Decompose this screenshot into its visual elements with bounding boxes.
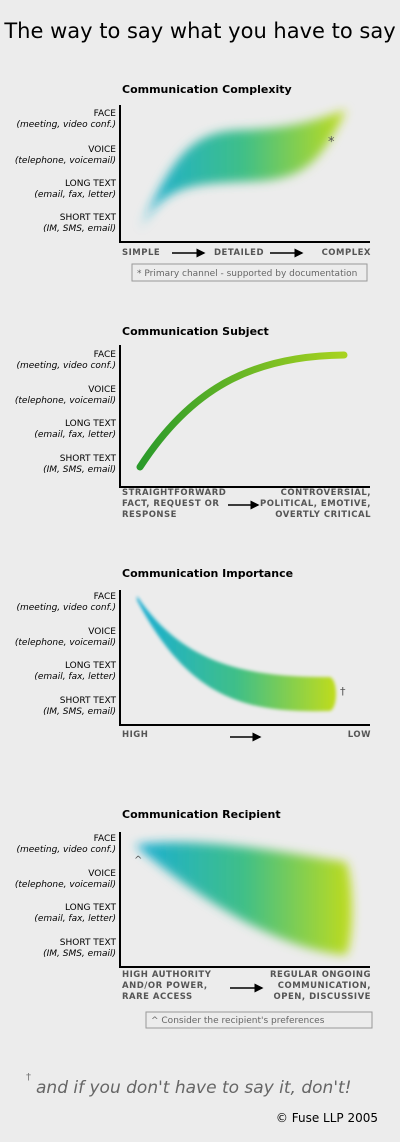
- x-label: DETAILED: [214, 248, 264, 258]
- level-label: FACE: [94, 592, 117, 602]
- subject-curve: [136, 351, 348, 471]
- x-label: OPEN, DISCUSSIVE: [274, 992, 371, 1002]
- x-label: LOW: [348, 730, 371, 740]
- level-detail: (meeting, video conf.): [16, 361, 116, 371]
- x-label: AND/OR POWER,: [122, 981, 208, 991]
- level-detail: (IM, SMS, email): [43, 949, 116, 959]
- x-label: FACT, REQUEST OR: [122, 499, 219, 509]
- panel-title: Communication Subject: [122, 325, 269, 338]
- note: * Primary channel - supported by documen…: [137, 269, 357, 279]
- level-label: FACE: [94, 350, 117, 360]
- level-label: FACE: [94, 834, 117, 844]
- level-detail: (email, fax, letter): [34, 430, 116, 440]
- marker: †: [340, 685, 346, 698]
- credit: © Fuse LLP 2005: [276, 1111, 378, 1125]
- note: ^ Consider the recipient's preferences: [151, 1016, 325, 1026]
- x-label: OVERTLY CRITICAL: [275, 510, 371, 520]
- recipient-band: [135, 842, 352, 955]
- x-label: RESPONSE: [122, 510, 177, 520]
- level-label: VOICE: [88, 145, 116, 155]
- level-label: LONG TEXT: [65, 661, 117, 671]
- level-detail: (email, fax, letter): [34, 190, 116, 200]
- x-label: SIMPLE: [122, 248, 160, 258]
- level-label: LONG TEXT: [65, 179, 117, 189]
- level-label: SHORT TEXT: [60, 696, 117, 706]
- footnote: and if you don't have to say it, don't!: [36, 1078, 352, 1098]
- level-detail: (telephone, voicemail): [15, 880, 116, 890]
- level-detail: (meeting, video conf.): [16, 120, 116, 130]
- marker: *: [328, 135, 335, 150]
- axes: [119, 832, 370, 968]
- x-label: REGULAR ONGOING: [270, 970, 371, 980]
- marker: ^: [134, 855, 142, 866]
- level-detail: (telephone, voicemail): [15, 638, 116, 648]
- axes: [119, 105, 370, 243]
- level-detail: (telephone, voicemail): [15, 156, 116, 166]
- level-label: VOICE: [88, 385, 116, 395]
- page-title: The way to say what you have to say: [3, 19, 395, 43]
- level-label: SHORT TEXT: [60, 938, 117, 948]
- level-detail: (telephone, voicemail): [15, 396, 116, 406]
- x-label: HIGH AUTHORITY: [122, 970, 212, 980]
- level-label: FACE: [94, 109, 117, 119]
- level-detail: (email, fax, letter): [34, 672, 116, 682]
- x-label: STRAIGHTFORWARD: [122, 488, 226, 498]
- x-label: POLITICAL, EMOTIVE,: [260, 499, 371, 509]
- level-label: VOICE: [88, 869, 116, 879]
- level-label: SHORT TEXT: [60, 454, 117, 464]
- level-detail: (IM, SMS, email): [43, 224, 116, 234]
- footnote-mark: †: [26, 1072, 31, 1083]
- x-label: HIGH: [122, 730, 148, 740]
- level-detail: (IM, SMS, email): [43, 707, 116, 717]
- axes: [119, 345, 370, 488]
- panel-title: Communication Importance: [122, 567, 293, 580]
- level-detail: (meeting, video conf.): [16, 845, 116, 855]
- complexity-band: [140, 110, 346, 230]
- level-detail: (email, fax, letter): [34, 914, 116, 924]
- level-detail: (meeting, video conf.): [16, 603, 116, 613]
- x-label: COMMUNICATION,: [278, 981, 371, 991]
- panel-title: Communication Complexity: [122, 83, 292, 96]
- level-label: SHORT TEXT: [60, 213, 117, 223]
- x-label: COMPLEX: [322, 248, 371, 258]
- x-label: CONTROVERSIAL,: [281, 488, 371, 498]
- importance-band: [137, 596, 336, 712]
- x-label: RARE ACCESS: [122, 992, 193, 1002]
- panel-title: Communication Recipient: [122, 808, 281, 821]
- level-label: VOICE: [88, 627, 116, 637]
- note-box: [145, 1011, 373, 1029]
- axes: [119, 590, 370, 726]
- level-label: LONG TEXT: [65, 903, 117, 913]
- note-box: [131, 263, 368, 282]
- level-detail: (IM, SMS, email): [43, 465, 116, 475]
- level-label: LONG TEXT: [65, 419, 117, 429]
